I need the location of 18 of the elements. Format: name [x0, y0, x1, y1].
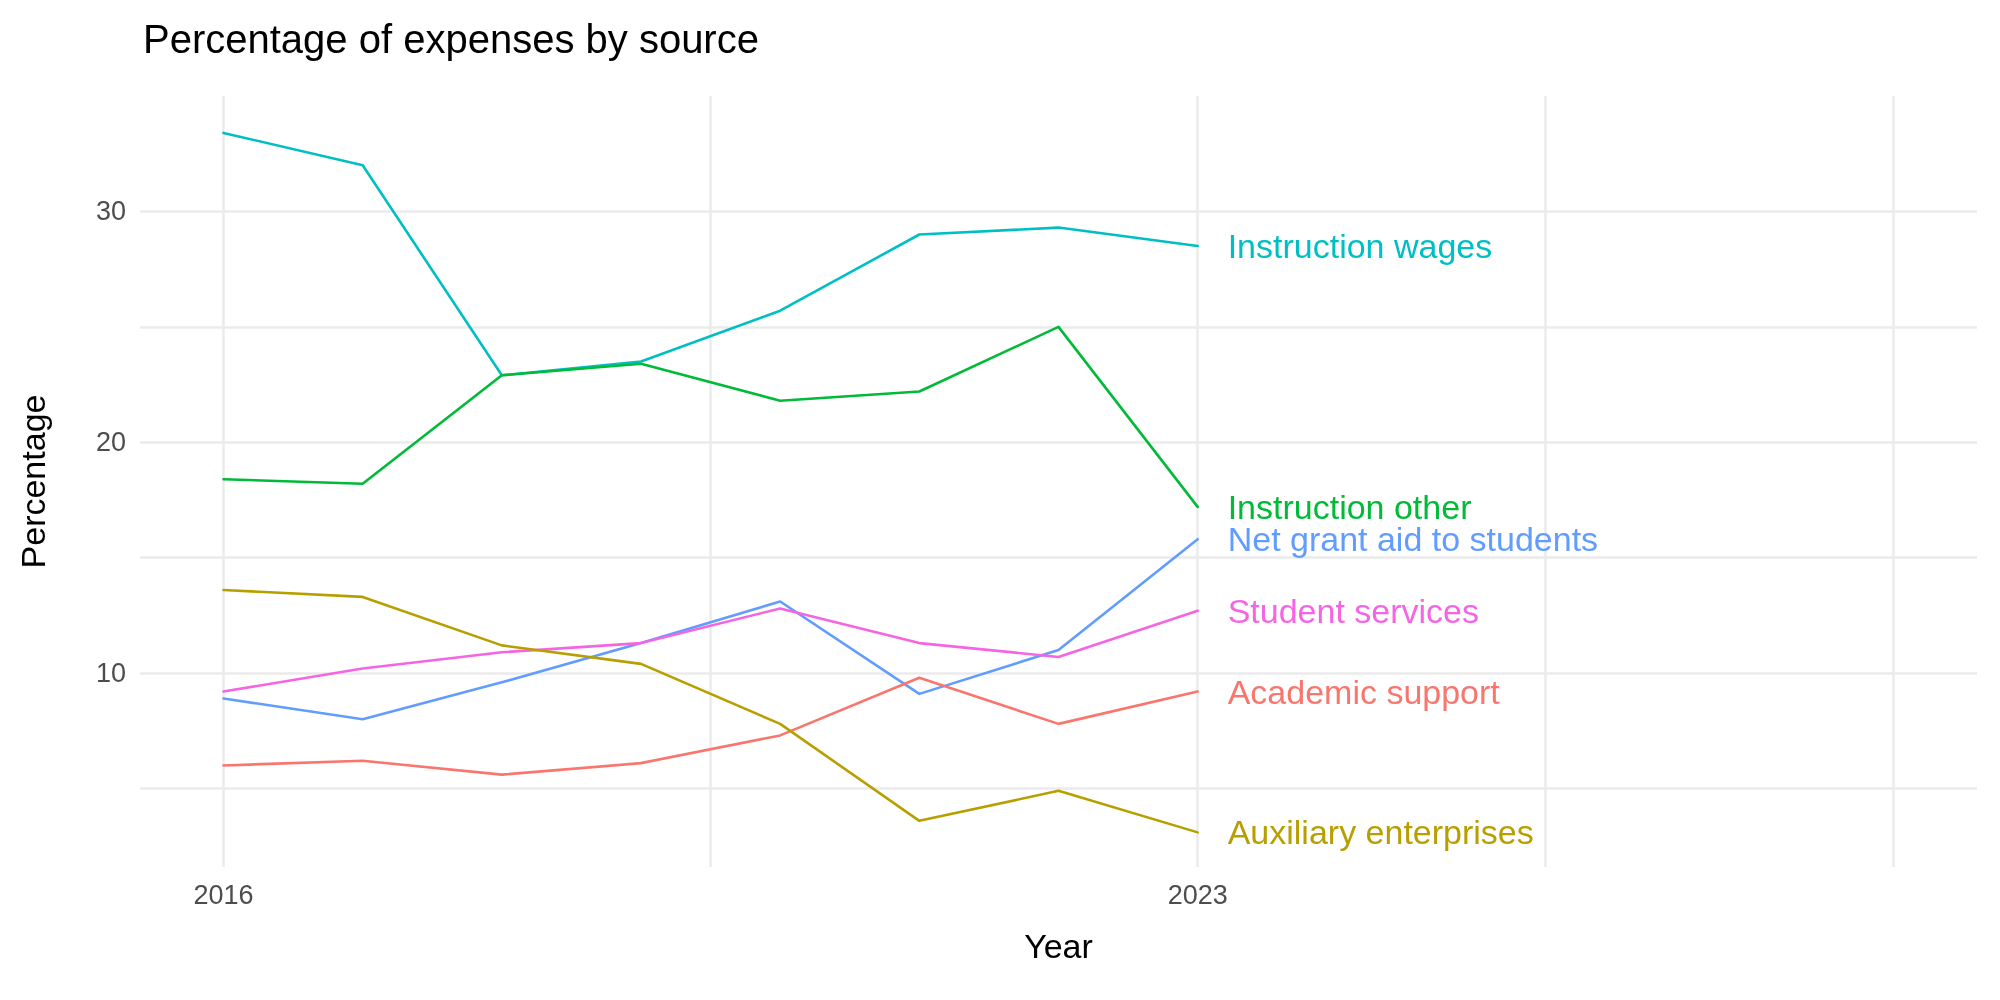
x-axis-title: Year: [1024, 927, 1093, 965]
line-series: [222, 325, 1199, 509]
line-series: [222, 607, 1199, 693]
series-label: Instruction wages: [1227, 227, 1493, 266]
line-series: [222, 588, 1199, 834]
x-tick-label: 2023: [1167, 879, 1228, 910]
series-label: Academic support: [1227, 672, 1501, 711]
y-tick-label: 10: [95, 658, 126, 689]
line-series: [222, 537, 1199, 721]
chart-title: Percentage of expenses by source: [143, 17, 759, 61]
line-series: [222, 131, 1199, 377]
y-axis-title: Percentage: [14, 394, 52, 569]
x-tick-label: 2016: [193, 879, 254, 910]
series-label: Auxiliary enterprises: [1227, 813, 1534, 852]
y-tick-label: 30: [95, 196, 126, 227]
y-tick-label: 20: [95, 427, 126, 458]
line-series: [222, 676, 1199, 776]
series-label: Student services: [1227, 591, 1480, 630]
